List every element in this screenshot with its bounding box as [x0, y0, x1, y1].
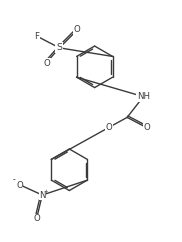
Text: N: N	[39, 190, 46, 200]
Text: O: O	[43, 59, 50, 68]
Text: O: O	[73, 25, 80, 34]
Text: NH: NH	[137, 92, 150, 101]
Text: O: O	[144, 123, 150, 132]
Text: -: -	[13, 175, 16, 184]
Text: O: O	[16, 181, 23, 190]
Text: O: O	[106, 123, 112, 132]
Text: +: +	[44, 189, 49, 194]
Text: S: S	[56, 43, 62, 52]
Text: F: F	[34, 32, 39, 41]
Text: O: O	[33, 214, 40, 223]
